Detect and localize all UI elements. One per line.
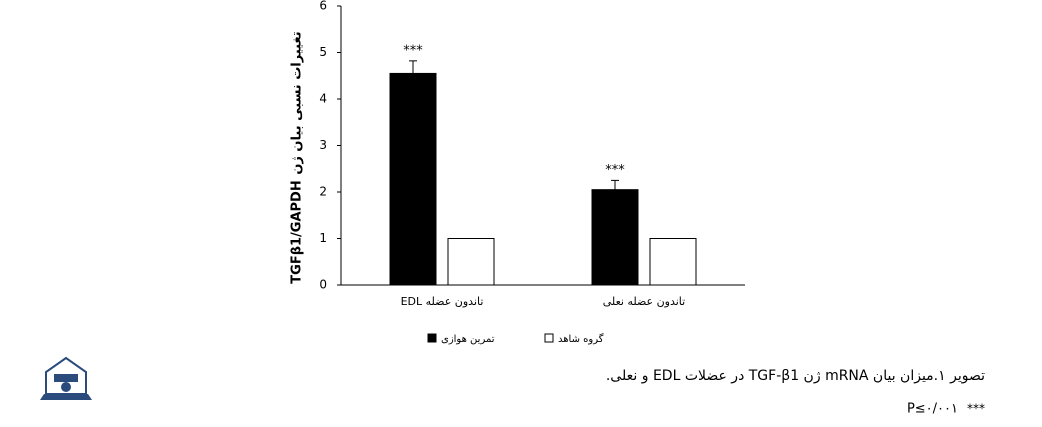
y-axis-label: تغییرات نسبی بیان ژن [290, 31, 305, 174]
legend-swatch [544, 333, 554, 343]
x-tick-label: تاندون عضله نعلی [603, 295, 685, 308]
caption: تصویر ۱.میزان بیان mRNA ژن TGF-β1 در عضل… [606, 368, 985, 384]
significance-note: P≤۰/۰۰۱ [907, 402, 958, 417]
legend-label: تمرین هوازی [441, 334, 495, 345]
y-tick-label: 5 [319, 45, 327, 59]
significance-marker: *** [967, 402, 985, 416]
y-tick-label: 4 [319, 92, 327, 106]
y-tick-label: 1 [319, 231, 327, 245]
bar [389, 72, 437, 286]
significance-label: *** [605, 163, 625, 178]
y-tick-label: 3 [319, 138, 327, 152]
legend-label: گروه شاهد [558, 333, 604, 345]
y-tick-label: 6 [319, 0, 327, 13]
legend-swatch [427, 333, 437, 343]
logo [40, 356, 92, 400]
y-tick-label: 0 [319, 278, 327, 292]
bar [447, 238, 495, 286]
significance-label: *** [403, 43, 423, 58]
x-tick-label: تاندون عضله EDL [401, 295, 484, 308]
y-axis-label: TGFβ1/GAPDH [290, 180, 305, 283]
bar [649, 238, 697, 286]
bar [591, 189, 639, 286]
y-tick-label: 2 [319, 185, 327, 199]
